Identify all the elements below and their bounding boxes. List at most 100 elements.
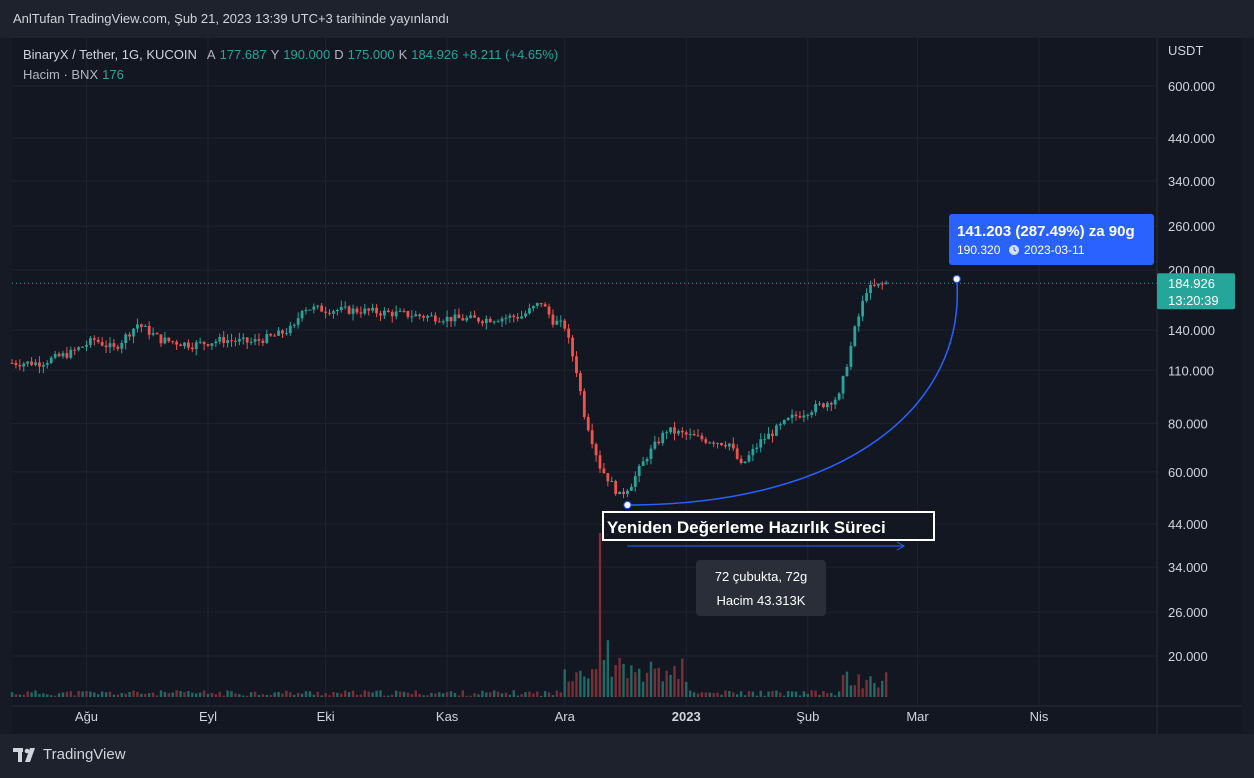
candle-body bbox=[571, 337, 574, 357]
volume-bar bbox=[269, 694, 272, 697]
candle-body bbox=[398, 310, 402, 312]
candle-body bbox=[210, 343, 214, 346]
candle-body bbox=[724, 445, 727, 447]
volume-bar bbox=[144, 693, 147, 697]
candle-body bbox=[77, 347, 81, 350]
volume-bar bbox=[516, 695, 519, 697]
candle-body bbox=[845, 366, 849, 377]
volume-bar bbox=[300, 693, 304, 697]
candle-body bbox=[351, 308, 355, 314]
candle-body bbox=[786, 417, 790, 420]
volume-value: 176 bbox=[102, 67, 124, 82]
candle-body bbox=[669, 427, 672, 433]
volume-bar bbox=[159, 690, 163, 697]
volume-bar bbox=[234, 693, 237, 697]
volume-bar bbox=[128, 691, 131, 697]
volume-bar bbox=[614, 664, 617, 697]
volume-bar bbox=[638, 668, 641, 697]
volume-bar bbox=[555, 690, 559, 697]
volume-bar bbox=[312, 694, 316, 697]
volume-bar bbox=[520, 694, 523, 697]
candle-body bbox=[171, 341, 175, 343]
candle-body bbox=[531, 305, 535, 309]
candle-body bbox=[716, 443, 719, 445]
volume-bar bbox=[802, 691, 806, 697]
range-tooltip-bars: 72 çubukta, 72g bbox=[715, 569, 808, 584]
candle-body bbox=[308, 309, 312, 311]
candle-body bbox=[794, 414, 798, 417]
volume-label[interactable]: Hacim · BNX bbox=[23, 67, 99, 82]
candle-body bbox=[516, 317, 520, 319]
volume-bar bbox=[649, 661, 653, 697]
time-tick-label: Ağu bbox=[75, 709, 98, 724]
volume-bar bbox=[606, 640, 610, 697]
volume-bar bbox=[163, 692, 167, 697]
volume-bar bbox=[140, 693, 143, 697]
volume-bar bbox=[81, 691, 84, 697]
volume-bar bbox=[751, 691, 755, 697]
candle-body bbox=[120, 342, 124, 349]
volume-bar bbox=[728, 690, 731, 697]
candle-body bbox=[249, 341, 253, 343]
candles bbox=[10, 278, 888, 499]
volume-bar bbox=[93, 692, 96, 697]
candle-body bbox=[328, 312, 331, 314]
volume-bar bbox=[398, 691, 402, 697]
candle-body bbox=[841, 376, 845, 394]
volume-bar bbox=[383, 695, 386, 697]
volume-bar bbox=[249, 692, 253, 697]
volume-bar bbox=[732, 692, 735, 697]
candle-body bbox=[614, 481, 618, 495]
candle-body bbox=[73, 349, 77, 351]
volume-bar bbox=[359, 694, 363, 697]
candle-body bbox=[853, 326, 857, 346]
candle-body bbox=[418, 314, 422, 317]
volume-bar bbox=[50, 695, 53, 697]
volume-bar bbox=[328, 695, 331, 697]
volume-bar bbox=[171, 692, 174, 697]
volume-bar bbox=[700, 692, 704, 697]
volume-bar bbox=[367, 691, 370, 697]
candle-body bbox=[10, 362, 14, 364]
symbol-title[interactable]: BinaryX / Tether, 1G, KUCOIN bbox=[23, 47, 197, 62]
candle-body bbox=[665, 432, 669, 434]
candle-body bbox=[590, 430, 594, 445]
candle-body bbox=[296, 318, 300, 325]
measure-tooltip-price: 190.320 bbox=[957, 243, 1001, 257]
candle-body bbox=[759, 439, 763, 448]
volume-bar bbox=[257, 695, 261, 697]
candle-body bbox=[26, 361, 30, 364]
tradingview-logo[interactable]: TradingView bbox=[13, 746, 126, 763]
candle-body bbox=[316, 305, 320, 307]
volume-bar bbox=[602, 660, 606, 697]
volume-bar bbox=[195, 693, 198, 697]
volume-bar bbox=[508, 694, 512, 697]
candle-body bbox=[869, 284, 872, 294]
candle-body bbox=[410, 316, 414, 318]
volume-bar bbox=[567, 681, 570, 697]
candle-body bbox=[586, 416, 590, 431]
candle-body bbox=[524, 313, 527, 317]
candle-body bbox=[857, 316, 861, 327]
candle-body bbox=[653, 441, 657, 449]
volume-bar bbox=[865, 679, 868, 697]
candle-body bbox=[332, 311, 335, 314]
candle-body bbox=[559, 320, 563, 322]
volume-bar bbox=[85, 691, 88, 697]
volume-bar bbox=[69, 691, 72, 697]
volume-bar bbox=[755, 695, 758, 697]
volume-bar bbox=[394, 690, 398, 697]
volume-bar bbox=[210, 692, 214, 697]
candle-body bbox=[320, 305, 324, 312]
candle-body bbox=[818, 403, 821, 405]
candle-body bbox=[147, 325, 151, 335]
candle-body bbox=[402, 310, 406, 312]
chart-area[interactable] bbox=[12, 38, 1242, 734]
volume-bar bbox=[246, 695, 249, 697]
volume-bar bbox=[30, 692, 33, 697]
candle-body bbox=[406, 311, 410, 317]
volume-bar bbox=[14, 694, 18, 697]
candle-body bbox=[226, 340, 229, 343]
